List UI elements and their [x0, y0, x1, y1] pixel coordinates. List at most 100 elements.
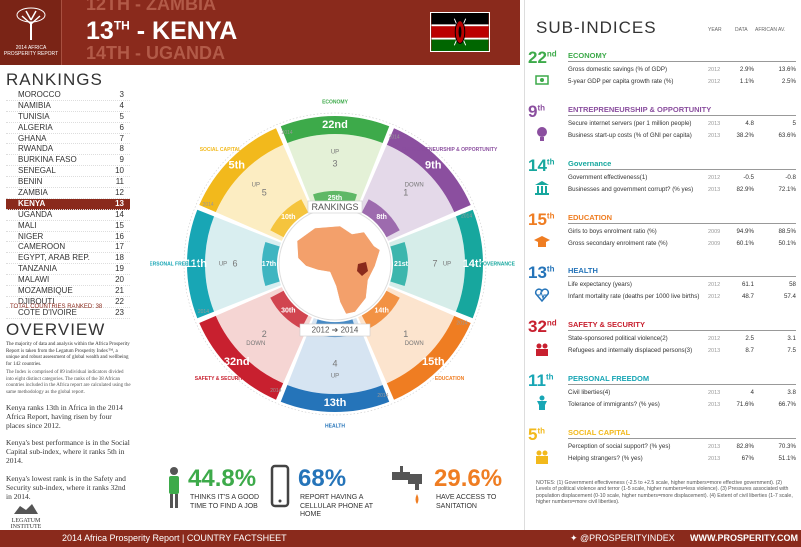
sub-index-section: 5th SOCIAL CAPITAL Perception of social su…	[528, 425, 796, 477]
kenya-flag-icon	[430, 12, 490, 52]
stat-sanitation-value: 29.6%	[434, 465, 503, 492]
ranking-country: NAMIBIA	[18, 100, 51, 110]
sub-index-divider	[568, 61, 796, 62]
segment-label-health: HEALTH	[325, 423, 345, 429]
sub-index-rank: 14th	[528, 156, 554, 176]
indicator-value: 1.1%	[739, 78, 754, 85]
ranking-row: RWANDA 8	[6, 144, 130, 156]
ranking-country: SENEGAL	[18, 166, 56, 176]
people-icon	[536, 450, 548, 464]
ranking-country: BURKINA FASO	[18, 155, 77, 165]
year-label-economy: 2014	[282, 130, 293, 136]
ranking-country: EGYPT, ARAB REP.	[18, 253, 90, 263]
ranking-row: SENEGAL 10	[6, 166, 130, 178]
ranking-position: 13	[115, 198, 124, 208]
ranking-row: TUNISIA 5	[6, 112, 130, 123]
sub-index-rank-number: 5	[528, 425, 538, 444]
sub-index-section: 15th EDUCATION Girls to boys enrolment rat…	[528, 210, 796, 262]
rank-2014-social: 5th	[228, 160, 245, 172]
segment-label-safety: SAFETY & SECURITY	[195, 376, 247, 382]
ranking-row: ZAMBIA 12	[6, 188, 130, 199]
indicator-year: 2012	[708, 336, 721, 342]
indicator-row: 5-year GDP per capita growth rate (%) 201…	[568, 77, 796, 87]
indicator-year: 2013	[708, 121, 721, 127]
indicator-value: 38.2%	[736, 132, 754, 139]
ranking-position: 17	[115, 242, 124, 252]
change-value-entre: 1	[403, 188, 408, 198]
sub-index-rank-number: 15	[528, 210, 547, 229]
ranking-country: BENIN	[18, 177, 43, 187]
graduation-cap-icon	[534, 236, 550, 247]
year-label-entre: 2014	[389, 134, 400, 140]
indicator-value: 4.8	[745, 120, 754, 127]
indicator-name: Girls to boys enrolment ratio (%)	[568, 228, 657, 235]
overview-intro: The majority of data and analysis within…	[6, 342, 130, 367]
country-rank-suffix: TH	[113, 18, 130, 33]
chariot-logo-icon	[14, 504, 38, 514]
indicator-african-average: 58	[789, 281, 796, 288]
indicator-african-average: 13.6%	[778, 66, 796, 73]
rankings-heading: RANKINGS	[6, 70, 103, 89]
ranking-row: BURKINA FASO 9	[6, 155, 130, 167]
year-label-gov: 2014	[461, 213, 472, 219]
ranking-position: 4	[119, 100, 124, 110]
change-value-health: 4	[332, 358, 337, 368]
rankings-list: MOROCCO 3 NAMIBIA 4 TUNISIA 5 ALGERIA 6 GHANA 7 RW…	[6, 90, 130, 319]
sub-index-section: 22nd ECONOMY Gross domestic savings (% of …	[528, 48, 796, 100]
indicator-row: Secure internet servers (per 1 million p…	[568, 119, 796, 129]
indicator-row: Life expectancy (years) 2012 61.1 58	[568, 280, 796, 290]
sub-index-rank-suffix: th	[546, 211, 555, 221]
sub-index-divider	[568, 384, 796, 385]
ranking-country: CAMEROON	[18, 242, 66, 252]
sub-index-rank-suffix: th	[537, 103, 546, 113]
sub-index-divider	[568, 169, 796, 170]
indicator-year: 2013	[708, 133, 721, 139]
rank-2014-freedom: 11th	[185, 258, 207, 270]
sub-index-rank-suffix: th	[537, 426, 546, 436]
sub-index-divider	[568, 438, 796, 439]
center-years: 2012 ➔ 2014	[312, 326, 359, 335]
indicator-row: Tolerance of immigrants? (% yes) 2013 71.6…	[568, 400, 796, 410]
indicator-name: Business start-up costs (% of GNI per ca…	[568, 132, 692, 139]
sub-index-divider	[568, 115, 796, 116]
twitter-handle: @PROSPERITYINDEX	[580, 533, 675, 543]
ranking-position: 19	[115, 264, 124, 274]
website-link[interactable]: WWW.PROSPERITY.COM	[690, 533, 798, 543]
ranking-row: NIGER 16	[6, 232, 130, 243]
segment-inner-band-edu	[361, 290, 400, 329]
segment-label-freedom: PERSONAL FREEDOM	[150, 261, 200, 267]
year-label-freedom: 2014	[198, 309, 209, 315]
ranking-position: 3	[119, 90, 124, 99]
notes: NOTES: (1) Government effectiveness (-2.…	[536, 480, 793, 506]
segment-fill-gov	[388, 216, 465, 312]
ranking-row: MALI 15	[6, 221, 130, 232]
ranking-country: TUNISIA	[18, 111, 50, 121]
ranking-country: MOZAMBIQUE	[18, 286, 73, 296]
ranking-row: GHANA 7	[6, 134, 130, 145]
twitter-link[interactable]: ✦ @PROSPERITYINDEX	[570, 530, 675, 547]
indicator-row: Girls to boys enrolment ratio (%) 2009 94.…	[568, 227, 796, 237]
indicator-row: Business start-up costs (% of GNI per ca…	[568, 131, 796, 141]
ranking-row: COTE D'IVOIRE 23	[6, 308, 130, 319]
year-label-safety: 2014	[270, 388, 281, 394]
indicator-value: 71.6%	[736, 401, 754, 408]
africa-map	[296, 225, 381, 315]
rankings-wheel: 22nd25thUP3ECONOMY20149th8thDOWN1ENTREPR…	[150, 99, 516, 429]
ranking-position: 18	[115, 253, 124, 263]
segment-label-economy: ECONOMY	[322, 99, 349, 105]
indicator-year: 2012	[708, 79, 721, 85]
change-value-freedom: 6	[232, 258, 237, 268]
ranking-row: NAMIBIA 4	[6, 101, 130, 112]
twitter-icon: ✦	[570, 533, 581, 543]
indicator-value: 61.1	[741, 281, 754, 288]
ranking-country: ZAMBIA	[18, 188, 48, 198]
logo-caption: 2014 AFRICA PROSPERITY REPORT	[3, 45, 59, 57]
rank-2012-gov: 21st	[394, 261, 409, 268]
indicator-name: State-sponsored political violence(2)	[568, 335, 668, 342]
col-data-header: DATA	[735, 27, 748, 33]
col-year-header: YEAR	[708, 27, 722, 33]
change-value-gov: 7	[432, 258, 437, 268]
indicator-african-average: 88.5%	[778, 228, 796, 235]
sub-index-name: SOCIAL CAPITAL	[568, 428, 631, 437]
ranking-position: 23	[115, 307, 124, 317]
